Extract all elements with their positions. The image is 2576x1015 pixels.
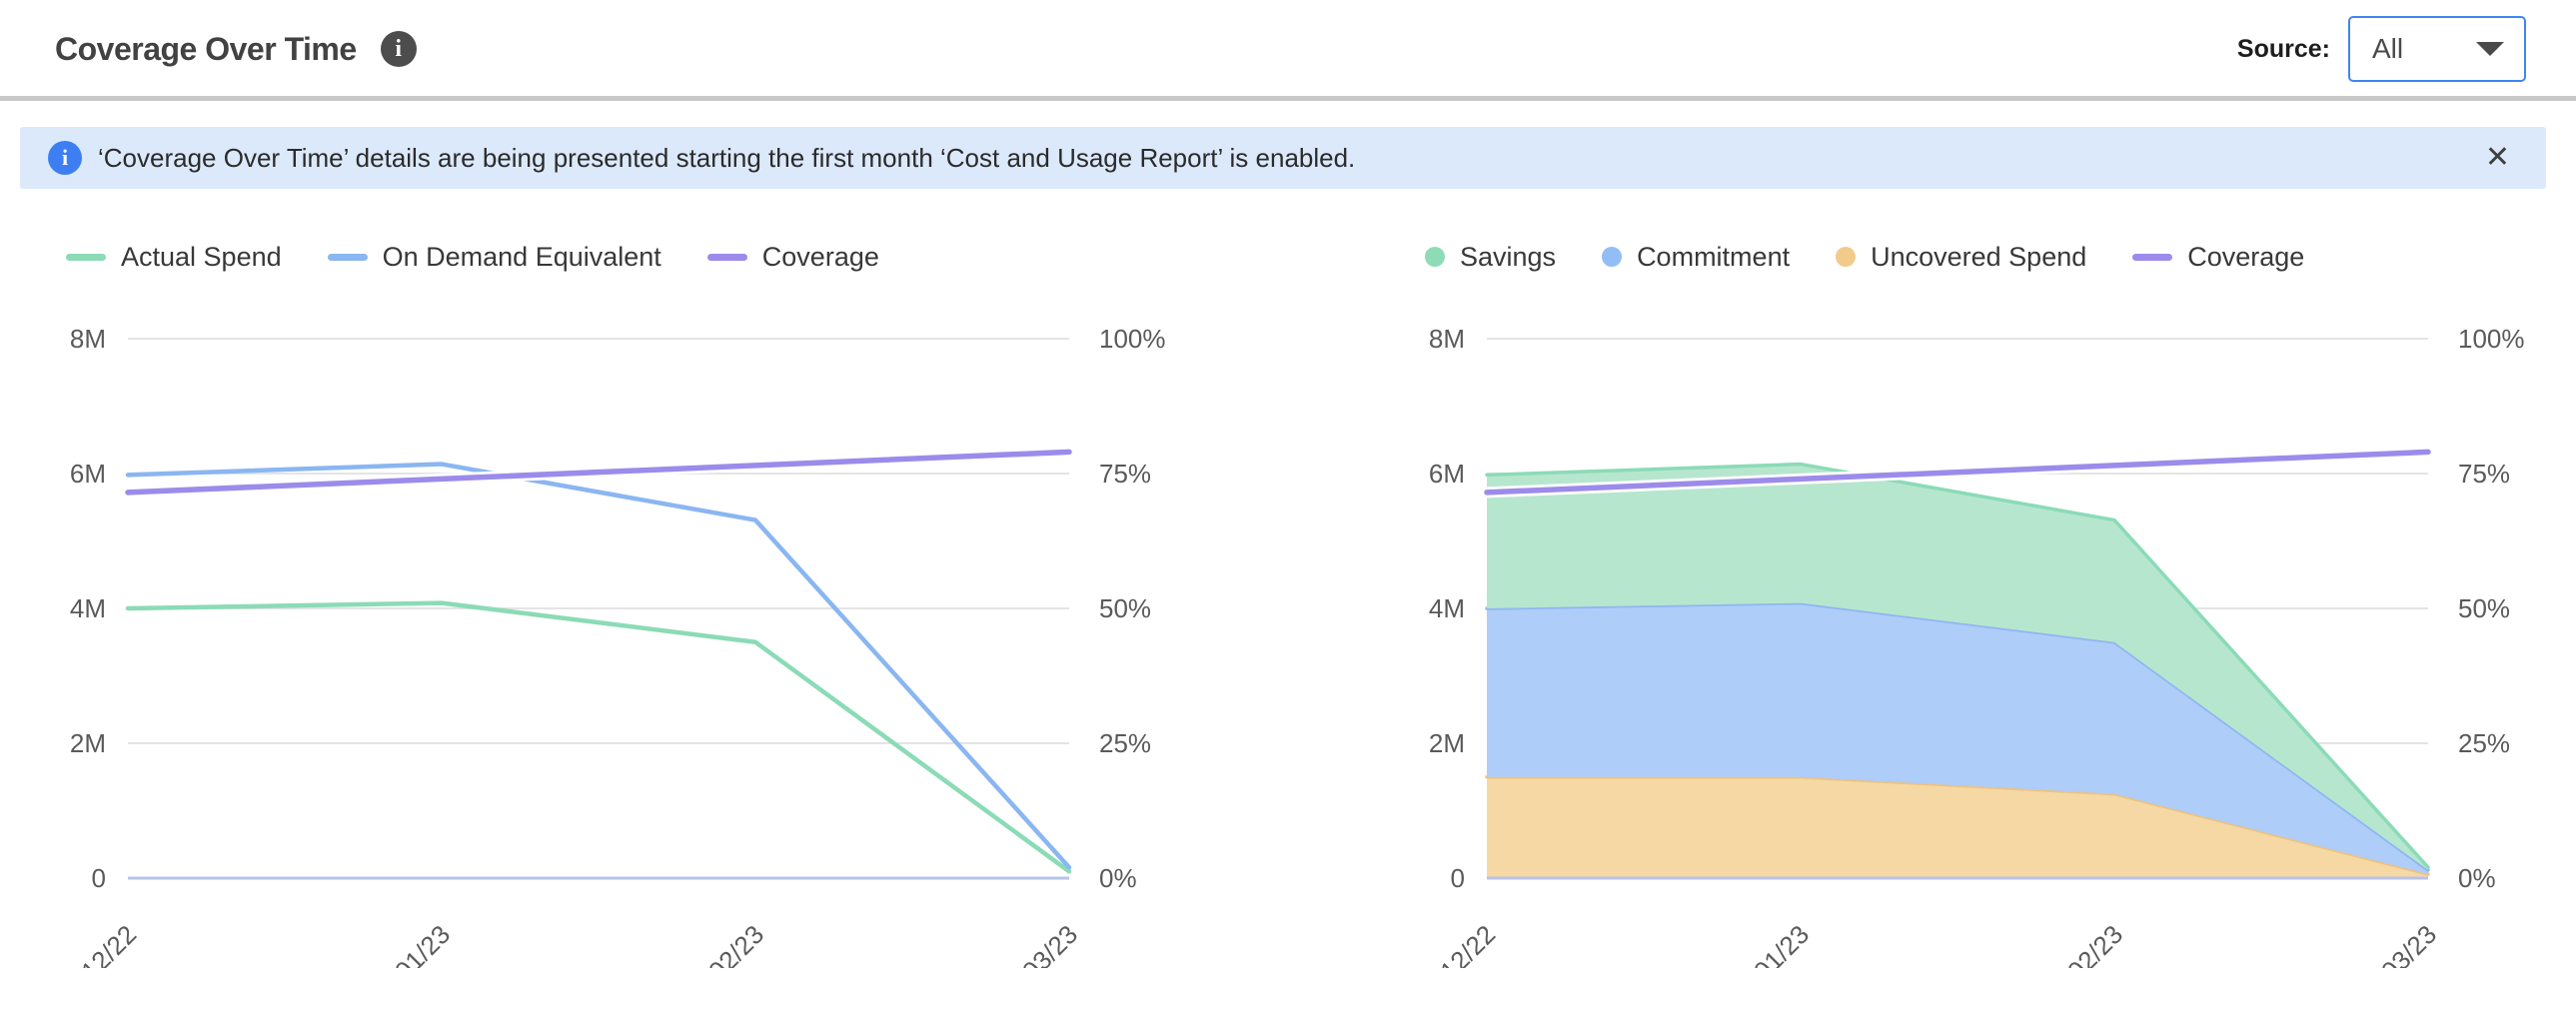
info-banner: i ‘Coverage Over Time’ details are being… bbox=[20, 127, 2546, 189]
svg-text:2M: 2M bbox=[1429, 728, 1465, 758]
legend-label: Commitment bbox=[1637, 241, 1791, 272]
divider bbox=[0, 96, 2576, 101]
svg-text:0: 0 bbox=[92, 863, 106, 893]
legend-item-actual-spend[interactable]: Actual Spend bbox=[66, 242, 282, 273]
svg-text:02/23: 02/23 bbox=[2061, 919, 2128, 968]
commitment-swatch bbox=[1602, 247, 1623, 267]
svg-text:25%: 25% bbox=[1099, 728, 1151, 758]
legend-label: Coverage bbox=[2187, 241, 2305, 272]
svg-text:02/23: 02/23 bbox=[702, 919, 769, 968]
svg-text:50%: 50% bbox=[2458, 593, 2510, 623]
legend-item-coverage[interactable]: Coverage bbox=[706, 241, 879, 273]
banner-text: ‘Coverage Over Time’ details are being p… bbox=[98, 142, 1356, 173]
area-chart-canvas: 8M 6M 4M 2M 0 100% 75% 50% 25% 0% 12/22 01/23 02/23 0… bbox=[1429, 324, 2525, 968]
line-chart-canvas: 8M 6M 4M 2M 0 100% 75% 50% 25% 0% 12/22 01/23 02/23 0… bbox=[70, 324, 1166, 968]
coverage-swatch bbox=[2132, 253, 2173, 261]
info-icon[interactable]: i bbox=[380, 31, 417, 67]
savings-swatch bbox=[1425, 247, 1445, 267]
svg-text:0%: 0% bbox=[1099, 863, 1137, 893]
svg-text:75%: 75% bbox=[1099, 459, 1151, 489]
actual-spend-swatch bbox=[66, 253, 106, 261]
svg-text:01/23: 01/23 bbox=[1748, 919, 1815, 968]
on-demand-equivalent-swatch bbox=[327, 253, 368, 261]
svg-text:0: 0 bbox=[1451, 863, 1465, 893]
source-dropdown[interactable]: All bbox=[2348, 16, 2526, 82]
svg-text:4M: 4M bbox=[1429, 593, 1465, 623]
banner-info-icon: i bbox=[48, 141, 82, 175]
legend-item-commitment[interactable]: Commitment bbox=[1602, 242, 1790, 273]
svg-text:100%: 100% bbox=[2458, 324, 2525, 354]
svg-text:8M: 8M bbox=[70, 324, 106, 354]
header: Coverage Over Time i Source: All bbox=[0, 0, 2576, 82]
source-dropdown-value: All bbox=[2372, 33, 2404, 64]
legend-label: Uncovered Spend bbox=[1871, 241, 2087, 272]
info-icon-glyph: i bbox=[395, 35, 402, 62]
svg-text:03/23: 03/23 bbox=[1016, 919, 1083, 968]
legend: Actual Spend On Demand Equivalent Coverage bbox=[40, 235, 1219, 279]
legend-item-coverage[interactable]: Coverage bbox=[2132, 242, 2304, 273]
spend-line-chart: Actual Spend On Demand Equivalent Coverage… bbox=[40, 235, 1219, 968]
legend-label: Actual Spend bbox=[121, 241, 282, 272]
svg-text:0%: 0% bbox=[2458, 863, 2496, 893]
chevron-down-icon bbox=[2476, 42, 2504, 56]
legend: Savings Commitment Uncovered Spend Coverage bbox=[1399, 235, 2576, 279]
coverage-swatch bbox=[706, 253, 747, 261]
svg-text:6M: 6M bbox=[70, 459, 106, 489]
legend-label: Savings bbox=[1460, 241, 1557, 272]
svg-text:12/22: 12/22 bbox=[1434, 919, 1501, 968]
close-icon[interactable]: ✕ bbox=[2484, 141, 2510, 174]
banner-info-icon-glyph: i bbox=[61, 145, 69, 170]
svg-text:12/22: 12/22 bbox=[75, 919, 142, 968]
source-label: Source: bbox=[2236, 34, 2330, 63]
legend-item-savings[interactable]: Savings bbox=[1425, 242, 1556, 273]
page-title: Coverage Over Time bbox=[55, 30, 357, 67]
legend-label: Coverage bbox=[761, 241, 879, 272]
svg-text:25%: 25% bbox=[2458, 728, 2510, 758]
svg-text:01/23: 01/23 bbox=[389, 919, 456, 968]
svg-text:6M: 6M bbox=[1429, 459, 1465, 489]
legend-item-on-demand-equivalent[interactable]: On Demand Equivalent bbox=[327, 241, 661, 273]
svg-text:8M: 8M bbox=[1429, 324, 1465, 354]
svg-text:50%: 50% bbox=[1099, 593, 1151, 623]
legend-label: On Demand Equivalent bbox=[382, 241, 661, 272]
svg-text:4M: 4M bbox=[70, 593, 106, 623]
svg-text:2M: 2M bbox=[70, 728, 106, 758]
svg-text:75%: 75% bbox=[2458, 459, 2510, 489]
svg-text:03/23: 03/23 bbox=[2375, 919, 2442, 968]
svg-text:100%: 100% bbox=[1099, 324, 1166, 354]
uncovered-spend-swatch bbox=[1836, 247, 1857, 267]
legend-item-uncovered-spend[interactable]: Uncovered Spend bbox=[1836, 242, 2086, 273]
charts-row: Actual Spend On Demand Equivalent Coverage… bbox=[0, 235, 2576, 968]
coverage-area-chart: Savings Commitment Uncovered Spend Coverage… bbox=[1399, 235, 2576, 968]
